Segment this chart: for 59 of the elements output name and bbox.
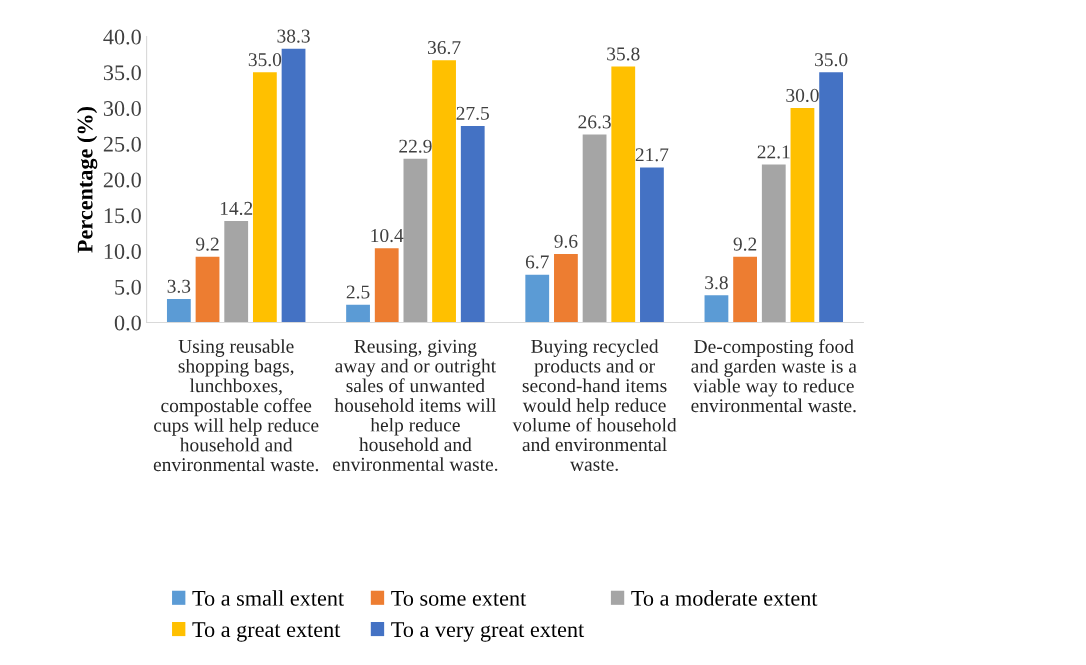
bar (554, 253, 578, 323)
x-tick-label: Using reusable shopping bags, lunchboxes, compostable coffee cups will help reduce household and environmental waste. (153, 339, 319, 472)
bar (611, 66, 636, 323)
data-label: 26.3 (578, 115, 611, 129)
bar (525, 274, 550, 323)
data-label: 35.8 (607, 47, 640, 61)
bar (346, 304, 370, 323)
y-tick-label: 5.0 (115, 279, 141, 295)
x-tick-label: De-composting food and garden waste is a viable way to reduce environmental waste. (691, 339, 857, 413)
data-label: 22.9 (399, 139, 432, 153)
y-tick-label: 40.0 (103, 29, 141, 45)
bar (640, 167, 664, 323)
bar (432, 60, 456, 323)
bar (374, 248, 399, 323)
bar (704, 295, 729, 323)
data-label: 9.2 (196, 237, 219, 251)
bar (460, 125, 485, 323)
bar (819, 72, 844, 323)
bar (252, 72, 277, 323)
data-label: 22.1 (757, 145, 790, 159)
data-label: 6.7 (525, 255, 549, 269)
data-label: 21.7 (635, 148, 669, 162)
bar (281, 48, 306, 323)
y-tick-label: 10.0 (104, 243, 141, 260)
data-label: 9.6 (554, 234, 578, 248)
bar (195, 256, 220, 323)
y-tick-label: 0.0 (114, 315, 141, 331)
data-label: 36.7 (427, 41, 461, 55)
data-label: 30.0 (786, 88, 819, 103)
bar (403, 158, 428, 323)
data-label: 35.0 (248, 53, 282, 67)
data-label: 9.2 (733, 237, 757, 251)
legend-label: To a small extent (192, 590, 345, 606)
bar (790, 108, 815, 323)
y-tick-label: 30.0 (103, 100, 141, 117)
data-label: 35.0 (815, 53, 848, 67)
data-label: 3.3 (167, 279, 191, 293)
bar (761, 164, 786, 323)
data-label: 27.5 (456, 106, 489, 120)
bar (733, 256, 757, 323)
y-tick-label: 25.0 (103, 136, 141, 152)
data-label: 2.5 (346, 285, 370, 299)
data-label: 3.8 (705, 276, 728, 290)
y-tick-label: 15.0 (104, 208, 141, 224)
data-label: 14.2 (220, 201, 253, 215)
data-label: 10.4 (371, 228, 404, 243)
y-tick-label: 35.0 (103, 65, 141, 81)
legend-label: To a moderate extent (631, 590, 818, 606)
bar (166, 298, 191, 323)
legend-label: To a very great extent (391, 622, 585, 642)
y-axis-title: Percentage (%) (76, 107, 98, 253)
x-tick-label: Reusing, giving away and or outright sales of unwanted household items will help reduce household and environmental waste. (333, 339, 498, 471)
legend-label: To a great extent (192, 622, 341, 642)
data-label: 38.3 (277, 29, 310, 43)
y-tick-label: 20.0 (103, 172, 141, 188)
bar (224, 221, 249, 323)
bar (582, 134, 607, 323)
legend-label: To some extent (391, 591, 527, 606)
x-tick-label: Buying recycled products and or second-hand items would help reduce volume of household and environmental waste. (512, 339, 677, 471)
